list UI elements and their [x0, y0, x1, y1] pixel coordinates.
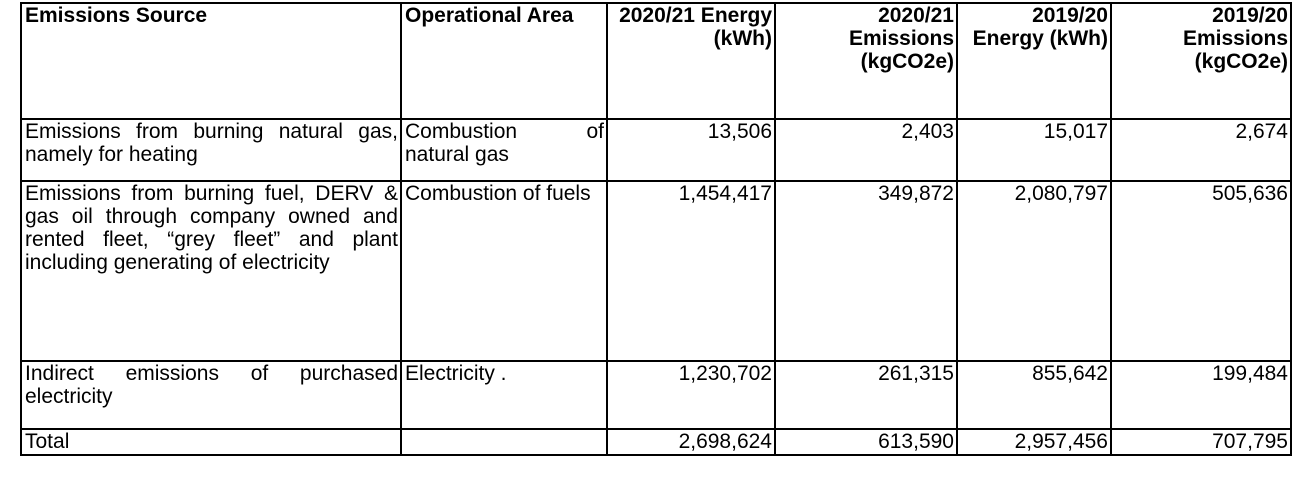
emissions-2020-21-cell: 2,403	[774, 118, 958, 182]
header-emissions-source: Emissions Source	[20, 2, 402, 120]
table-row: Indirect emissions of purchased electric…	[20, 360, 1292, 430]
emissions-2019-20-cell: 505,636	[1110, 180, 1292, 362]
total-emissions-2019-20: 707,795	[1110, 428, 1292, 456]
operational-area-cell: Electricity .	[400, 360, 608, 430]
emissions-source-cell: Emissions from burning fuel, DERV & gas …	[20, 180, 402, 362]
emissions-source-cell: Emissions from burning natural gas, name…	[20, 118, 402, 182]
table-row: Emissions from burning natural gas, name…	[20, 118, 1292, 182]
emissions-source-cell: Indirect emissions of purchased electric…	[20, 360, 402, 430]
energy-2020-21-cell: 13,506	[606, 118, 776, 182]
emissions-2019-20-cell: 2,674	[1110, 118, 1292, 182]
header-2020-21-emissions: 2020/21 Emissions (kgCO2e)	[774, 2, 958, 120]
table-row: Emissions from burning fuel, DERV & gas …	[20, 180, 1292, 362]
energy-2019-20-cell: 15,017	[956, 118, 1112, 182]
energy-2019-20-cell: 855,642	[956, 360, 1112, 430]
operational-area-cell: Combustion of natural gas	[400, 118, 608, 182]
header-2019-20-energy: 2019/20 Energy (kWh)	[956, 2, 1112, 120]
emissions-table: Emissions Source Operational Area 2020/2…	[20, 2, 1292, 456]
energy-2020-21-cell: 1,230,702	[606, 360, 776, 430]
header-2020-21-energy: 2020/21 Energy (kWh)	[606, 2, 776, 120]
total-energy-2019-20: 2,957,456	[956, 428, 1112, 456]
table-total-row: Total 2,698,624 613,590 2,957,456 707,79…	[20, 428, 1292, 456]
total-label: Total	[20, 428, 402, 456]
emissions-2019-20-cell: 199,484	[1110, 360, 1292, 430]
total-energy-2020-21: 2,698,624	[606, 428, 776, 456]
total-emissions-2020-21: 613,590	[774, 428, 958, 456]
header-2019-20-emissions: 2019/20 Emissions (kgCO2e)	[1110, 2, 1292, 120]
emissions-2020-21-cell: 349,872	[774, 180, 958, 362]
header-operational-area: Operational Area	[400, 2, 608, 120]
table-header-row: Emissions Source Operational Area 2020/2…	[20, 2, 1292, 120]
emissions-2020-21-cell: 261,315	[774, 360, 958, 430]
operational-area-cell	[400, 428, 608, 456]
operational-area-cell: Combustion of fuels	[400, 180, 608, 362]
energy-2020-21-cell: 1,454,417	[606, 180, 776, 362]
energy-2019-20-cell: 2,080,797	[956, 180, 1112, 362]
